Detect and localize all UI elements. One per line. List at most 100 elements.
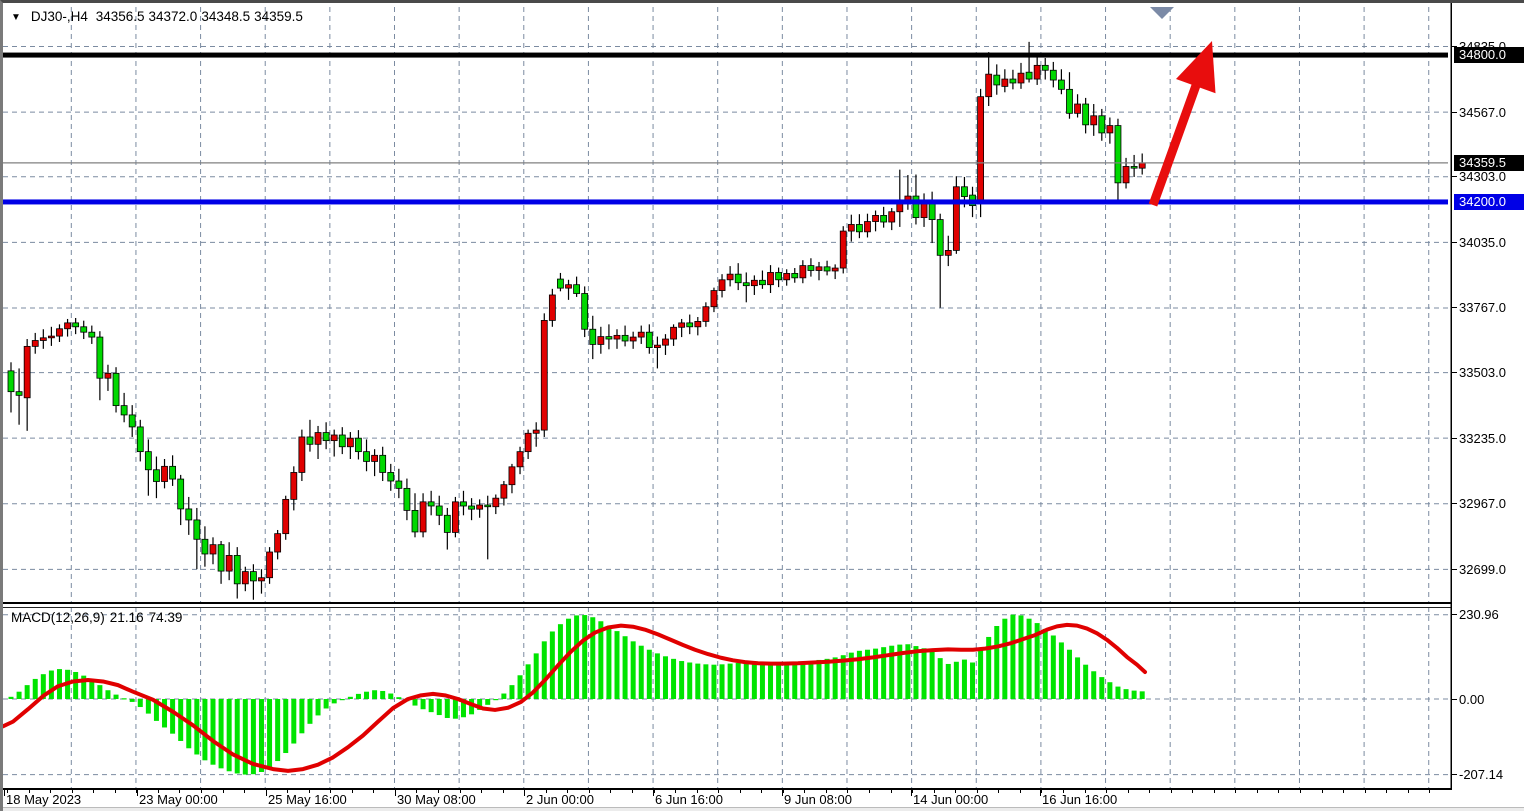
macd-histogram-bar [250,699,256,775]
trend-arrow[interactable] [1148,41,1216,207]
macd-histogram-bar [630,641,636,699]
candle-bull [258,577,265,582]
chart-canvas[interactable] [3,3,1452,790]
macd-histogram-bar [258,699,264,772]
macd-histogram-bar [347,696,353,699]
time-minor-tick [71,790,73,793]
candle-bear [80,326,88,333]
macd-histogram-bar [444,699,450,718]
macd-histogram-bar [687,662,693,699]
price-axis[interactable]: 34835.034567.034303.034035.033767.033503… [1452,3,1524,790]
trend-arrow-shaft[interactable] [1148,78,1203,207]
candle-bear [468,505,475,510]
candle-bull [1090,115,1098,126]
time-minor-tick [1127,790,1129,793]
candle-bull [654,344,661,349]
top-marker-icon[interactable] [1150,7,1174,19]
candle-bear [120,405,128,416]
candle-bear [1025,71,1033,80]
macd-histogram-bar [549,631,555,699]
time-axis[interactable]: 18 May 2023 23 May 00:00 25 May 16:00 30 Ma… [3,790,1452,807]
macd-histogram-bar [873,648,879,699]
time-minor-tick [28,790,30,793]
resistance-line[interactable] [3,52,1448,58]
time-minor-tick [1084,790,1086,793]
candle-bear [249,571,257,582]
symbol-dropdown-icon[interactable]: ▼ [11,12,21,23]
time-axis-label: 30 May 08:00 [397,792,476,807]
candle-bear [734,273,742,284]
macd-histogram-bar [1131,690,1137,699]
time-minor-tick [825,790,827,793]
candle-bull [799,265,807,279]
macd-histogram-bar [654,653,660,699]
candle-bear [363,451,370,462]
macd-histogram-bar [210,699,216,765]
macd-histogram-bar [145,699,151,714]
time-minor-tick [330,790,332,793]
macd-histogram-bar [331,699,337,704]
time-minor-tick [955,790,957,793]
macd-histogram-bar [848,652,854,699]
chart-title: ▼ DJ30-,H4 34356.5 34372.0 34348.5 34359.5 [11,9,307,24]
time-minor-tick [222,790,224,793]
candle-bear [379,454,387,473]
candle-bull [48,335,55,339]
candle-bull [767,272,774,286]
axis-tick [1452,503,1457,505]
macd-histogram-bar [372,690,378,699]
candle-bull [565,284,572,289]
time-minor-tick [610,790,612,793]
macd-histogram-bar [816,659,822,699]
time-minor-tick [136,790,138,793]
macd-histogram-bar [695,663,701,699]
candle-bear [169,465,177,480]
support-line[interactable] [3,199,1448,205]
macd-histogram-bar [614,631,620,699]
candle-bull [872,215,879,222]
price-tick-label: 34303.0 [1459,169,1506,185]
time-minor-tick [179,790,181,793]
macd-signal-value: 74.39 [148,610,183,625]
macd-histogram-bar [832,657,838,699]
time-minor-tick [653,790,655,793]
macd-histogram-bar [1026,618,1032,699]
macd-histogram-bar [1075,657,1081,699]
time-major-tick [137,790,138,796]
macd-histogram-bar [73,671,79,699]
candle-bear [72,322,80,328]
macd-histogram-bar [913,646,919,699]
candle-bull [1138,162,1146,169]
time-major-tick [524,790,525,796]
candle-bear [621,334,629,342]
trend-arrow-head[interactable] [1175,41,1216,94]
candle-bear [153,469,160,482]
axis-tick [1452,568,1457,570]
candle-bear [1049,69,1057,81]
candle-bear [411,509,419,533]
time-minor-tick [567,790,569,793]
time-major-tick [395,790,396,796]
candle-bear [96,336,104,379]
macd-histogram-bar [735,662,741,699]
macd-histogram-bar [1139,691,1145,699]
candle-bear [807,265,815,271]
candle-bull [1074,103,1081,114]
price-tick-label: 33767.0 [1459,300,1506,316]
time-minor-tick [7,790,8,793]
candle-bull [1106,125,1114,134]
ohlc-open: 34356.5 [95,9,145,24]
macd-histogram-bar [921,648,927,699]
macd-tick-label: 0.00 [1459,691,1485,707]
pane-separator[interactable] [3,602,1452,604]
time-minor-tick [1106,790,1108,793]
macd-histogram-bar [719,664,725,699]
macd-histogram-bar [113,694,119,699]
macd-histogram-bar [824,658,830,699]
macd-histogram-bar [768,663,774,699]
macd-histogram-bar [1123,689,1129,699]
macd-signal-line[interactable] [3,622,1147,773]
candle-bear [460,501,467,507]
macd-histogram-bar [291,699,297,744]
